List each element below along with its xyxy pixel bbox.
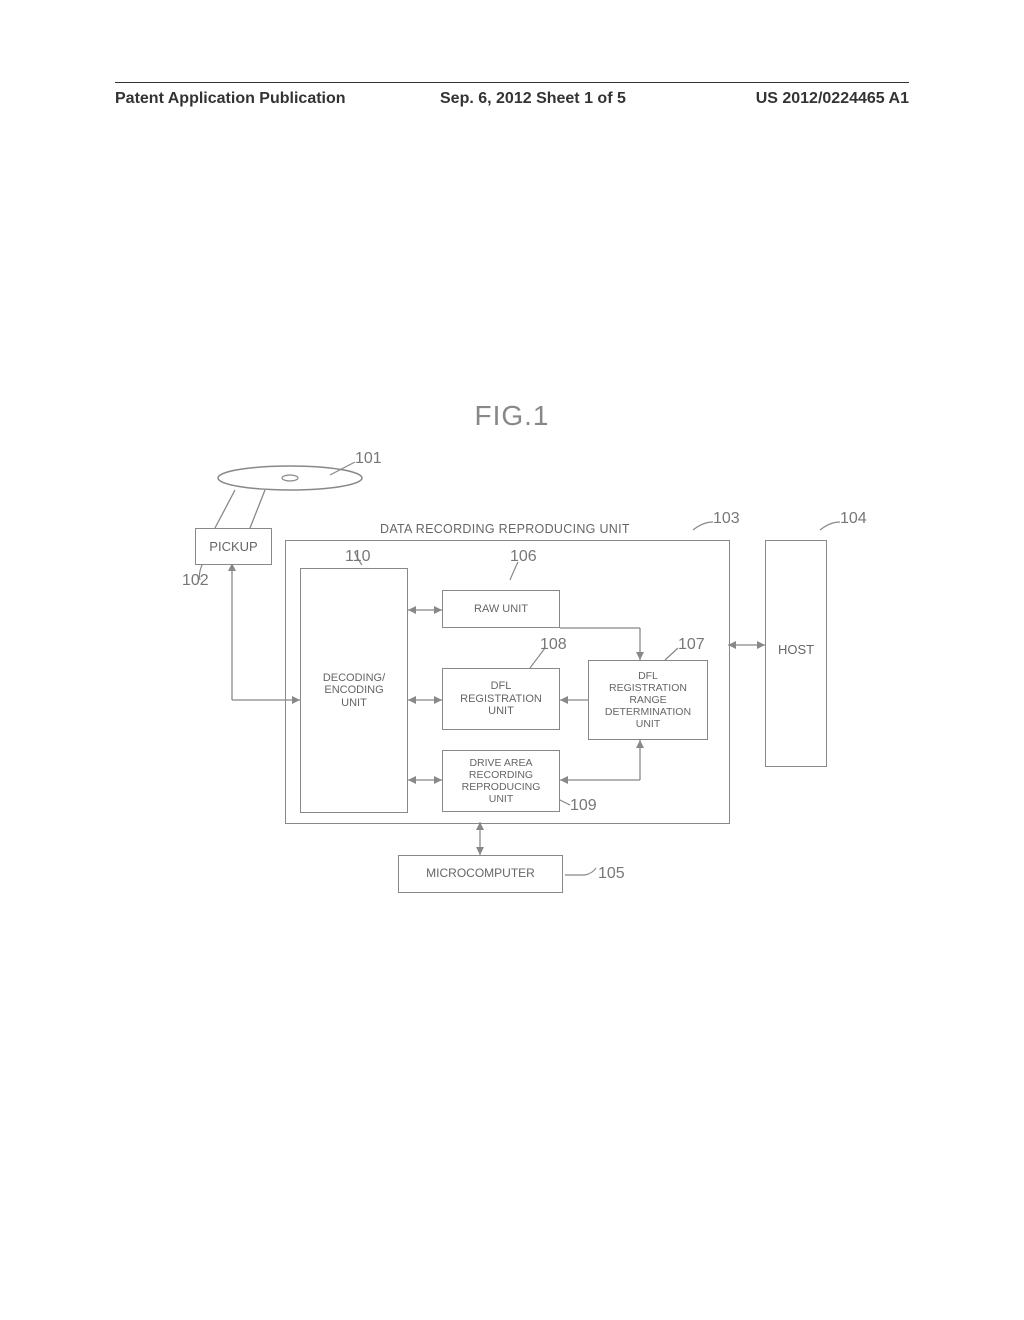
dfl-reg-label: DFL REGISTRATION UNIT: [460, 680, 542, 718]
ref-109: 109: [570, 797, 597, 815]
raw-label: RAW UNIT: [474, 603, 528, 616]
dfl-registration-unit: DFL REGISTRATION UNIT: [442, 668, 560, 730]
data-rec-unit-label: DATA RECORDING REPRODUCING UNIT: [380, 522, 630, 536]
dfl-range-determination-unit: DFL REGISTRATION RANGE DETERMINATION UNI…: [588, 660, 708, 740]
block-diagram: PICKUP DATA RECORDING REPRODUCING UNIT H…: [170, 450, 890, 950]
ref-108: 108: [540, 636, 567, 654]
header-left: Patent Application Publication: [115, 90, 346, 108]
header-right: US 2012/0224465 A1: [756, 90, 909, 108]
decoding-label: DECODING/ ENCODING UNIT: [323, 672, 385, 710]
ref-101: 101: [355, 450, 382, 468]
header-center: Sep. 6, 2012 Sheet 1 of 5: [440, 90, 626, 108]
ref-102: 102: [182, 572, 209, 590]
ref-105: 105: [598, 865, 625, 883]
ref-106: 106: [510, 548, 537, 566]
dfl-range-label: DFL REGISTRATION RANGE DETERMINATION UNI…: [605, 670, 691, 730]
header-rule: [115, 82, 909, 83]
host-label: HOST: [778, 642, 814, 657]
ref-103: 103: [713, 510, 740, 528]
microcomputer-block: MICROCOMPUTER: [398, 855, 563, 893]
pickup-label: PICKUP: [209, 539, 257, 554]
figure-title: FIG.1: [0, 400, 1024, 432]
drive-area-label: DRIVE AREA RECORDING REPRODUCING UNIT: [462, 757, 541, 805]
ref-110: 110: [345, 548, 371, 566]
drive-area-unit: DRIVE AREA RECORDING REPRODUCING UNIT: [442, 750, 560, 812]
pickup-block: PICKUP: [195, 528, 272, 565]
raw-unit: RAW UNIT: [442, 590, 560, 628]
ref-104: 104: [840, 510, 867, 528]
decoding-encoding-unit: DECODING/ ENCODING UNIT: [300, 568, 408, 813]
micro-label: MICROCOMPUTER: [426, 867, 535, 881]
ref-107: 107: [678, 636, 705, 654]
